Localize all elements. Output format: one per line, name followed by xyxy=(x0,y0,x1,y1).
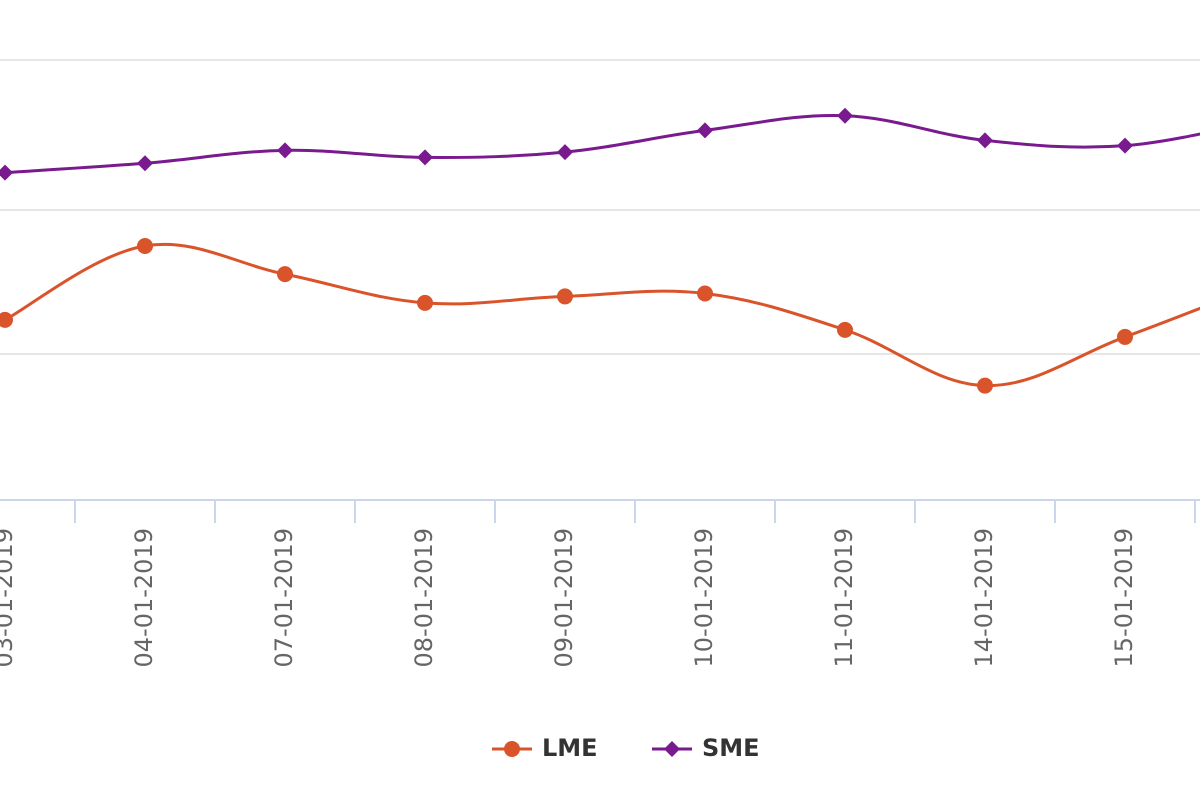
series-group xyxy=(0,107,1200,394)
series-line-lme xyxy=(4,242,1200,388)
series-lme xyxy=(0,237,1200,394)
x-tick-label: 14-01-2019 xyxy=(970,528,998,667)
x-tick-label: 03-01-2019 xyxy=(0,528,18,667)
data-point-lme[interactable] xyxy=(277,266,293,283)
x-tick-label: 09-01-2019 xyxy=(550,528,578,667)
data-point-lme[interactable] xyxy=(417,294,433,311)
data-point-lme[interactable] xyxy=(0,311,13,328)
x-tick-label: 15-01-2019 xyxy=(1110,528,1138,667)
legend: LME SME xyxy=(492,734,760,762)
x-tick-label: 04-01-2019 xyxy=(130,528,158,667)
data-point-sme[interactable] xyxy=(557,144,573,161)
legend-marker-sme xyxy=(664,741,680,757)
grid-lines xyxy=(0,59,1200,355)
data-point-sme[interactable] xyxy=(137,155,153,172)
data-point-lme[interactable] xyxy=(1117,328,1133,345)
legend-marker-lme xyxy=(504,741,520,757)
data-point-sme[interactable] xyxy=(837,107,853,124)
data-point-lme[interactable] xyxy=(137,237,153,254)
legend-item-lme[interactable]: LME xyxy=(492,734,598,762)
legend-label-lme: LME xyxy=(542,734,598,762)
series-sme xyxy=(0,107,1200,181)
x-axis: 03-01-2019 04-01-2019 07-01-2019 08-01-2019… xyxy=(0,499,1200,667)
x-tick-label: 11-01-2019 xyxy=(830,528,858,667)
legend-label-sme: SME xyxy=(702,734,760,762)
data-point-sme[interactable] xyxy=(0,164,13,181)
data-point-lme[interactable] xyxy=(697,285,713,302)
data-point-lme[interactable] xyxy=(977,377,993,394)
data-point-lme[interactable] xyxy=(557,288,573,305)
series-line-sme xyxy=(4,114,1200,175)
x-tick-label: 07-01-2019 xyxy=(270,528,298,667)
data-point-sme[interactable] xyxy=(697,122,713,139)
data-point-sme[interactable] xyxy=(417,149,433,166)
data-point-sme[interactable] xyxy=(277,142,293,159)
x-tick-label: 08-01-2019 xyxy=(410,528,438,667)
legend-item-sme[interactable]: SME xyxy=(652,734,760,762)
data-point-lme[interactable] xyxy=(837,321,853,338)
data-point-sme[interactable] xyxy=(1117,137,1133,154)
data-point-sme[interactable] xyxy=(977,132,993,149)
x-tick-label: 10-01-2019 xyxy=(690,528,718,667)
